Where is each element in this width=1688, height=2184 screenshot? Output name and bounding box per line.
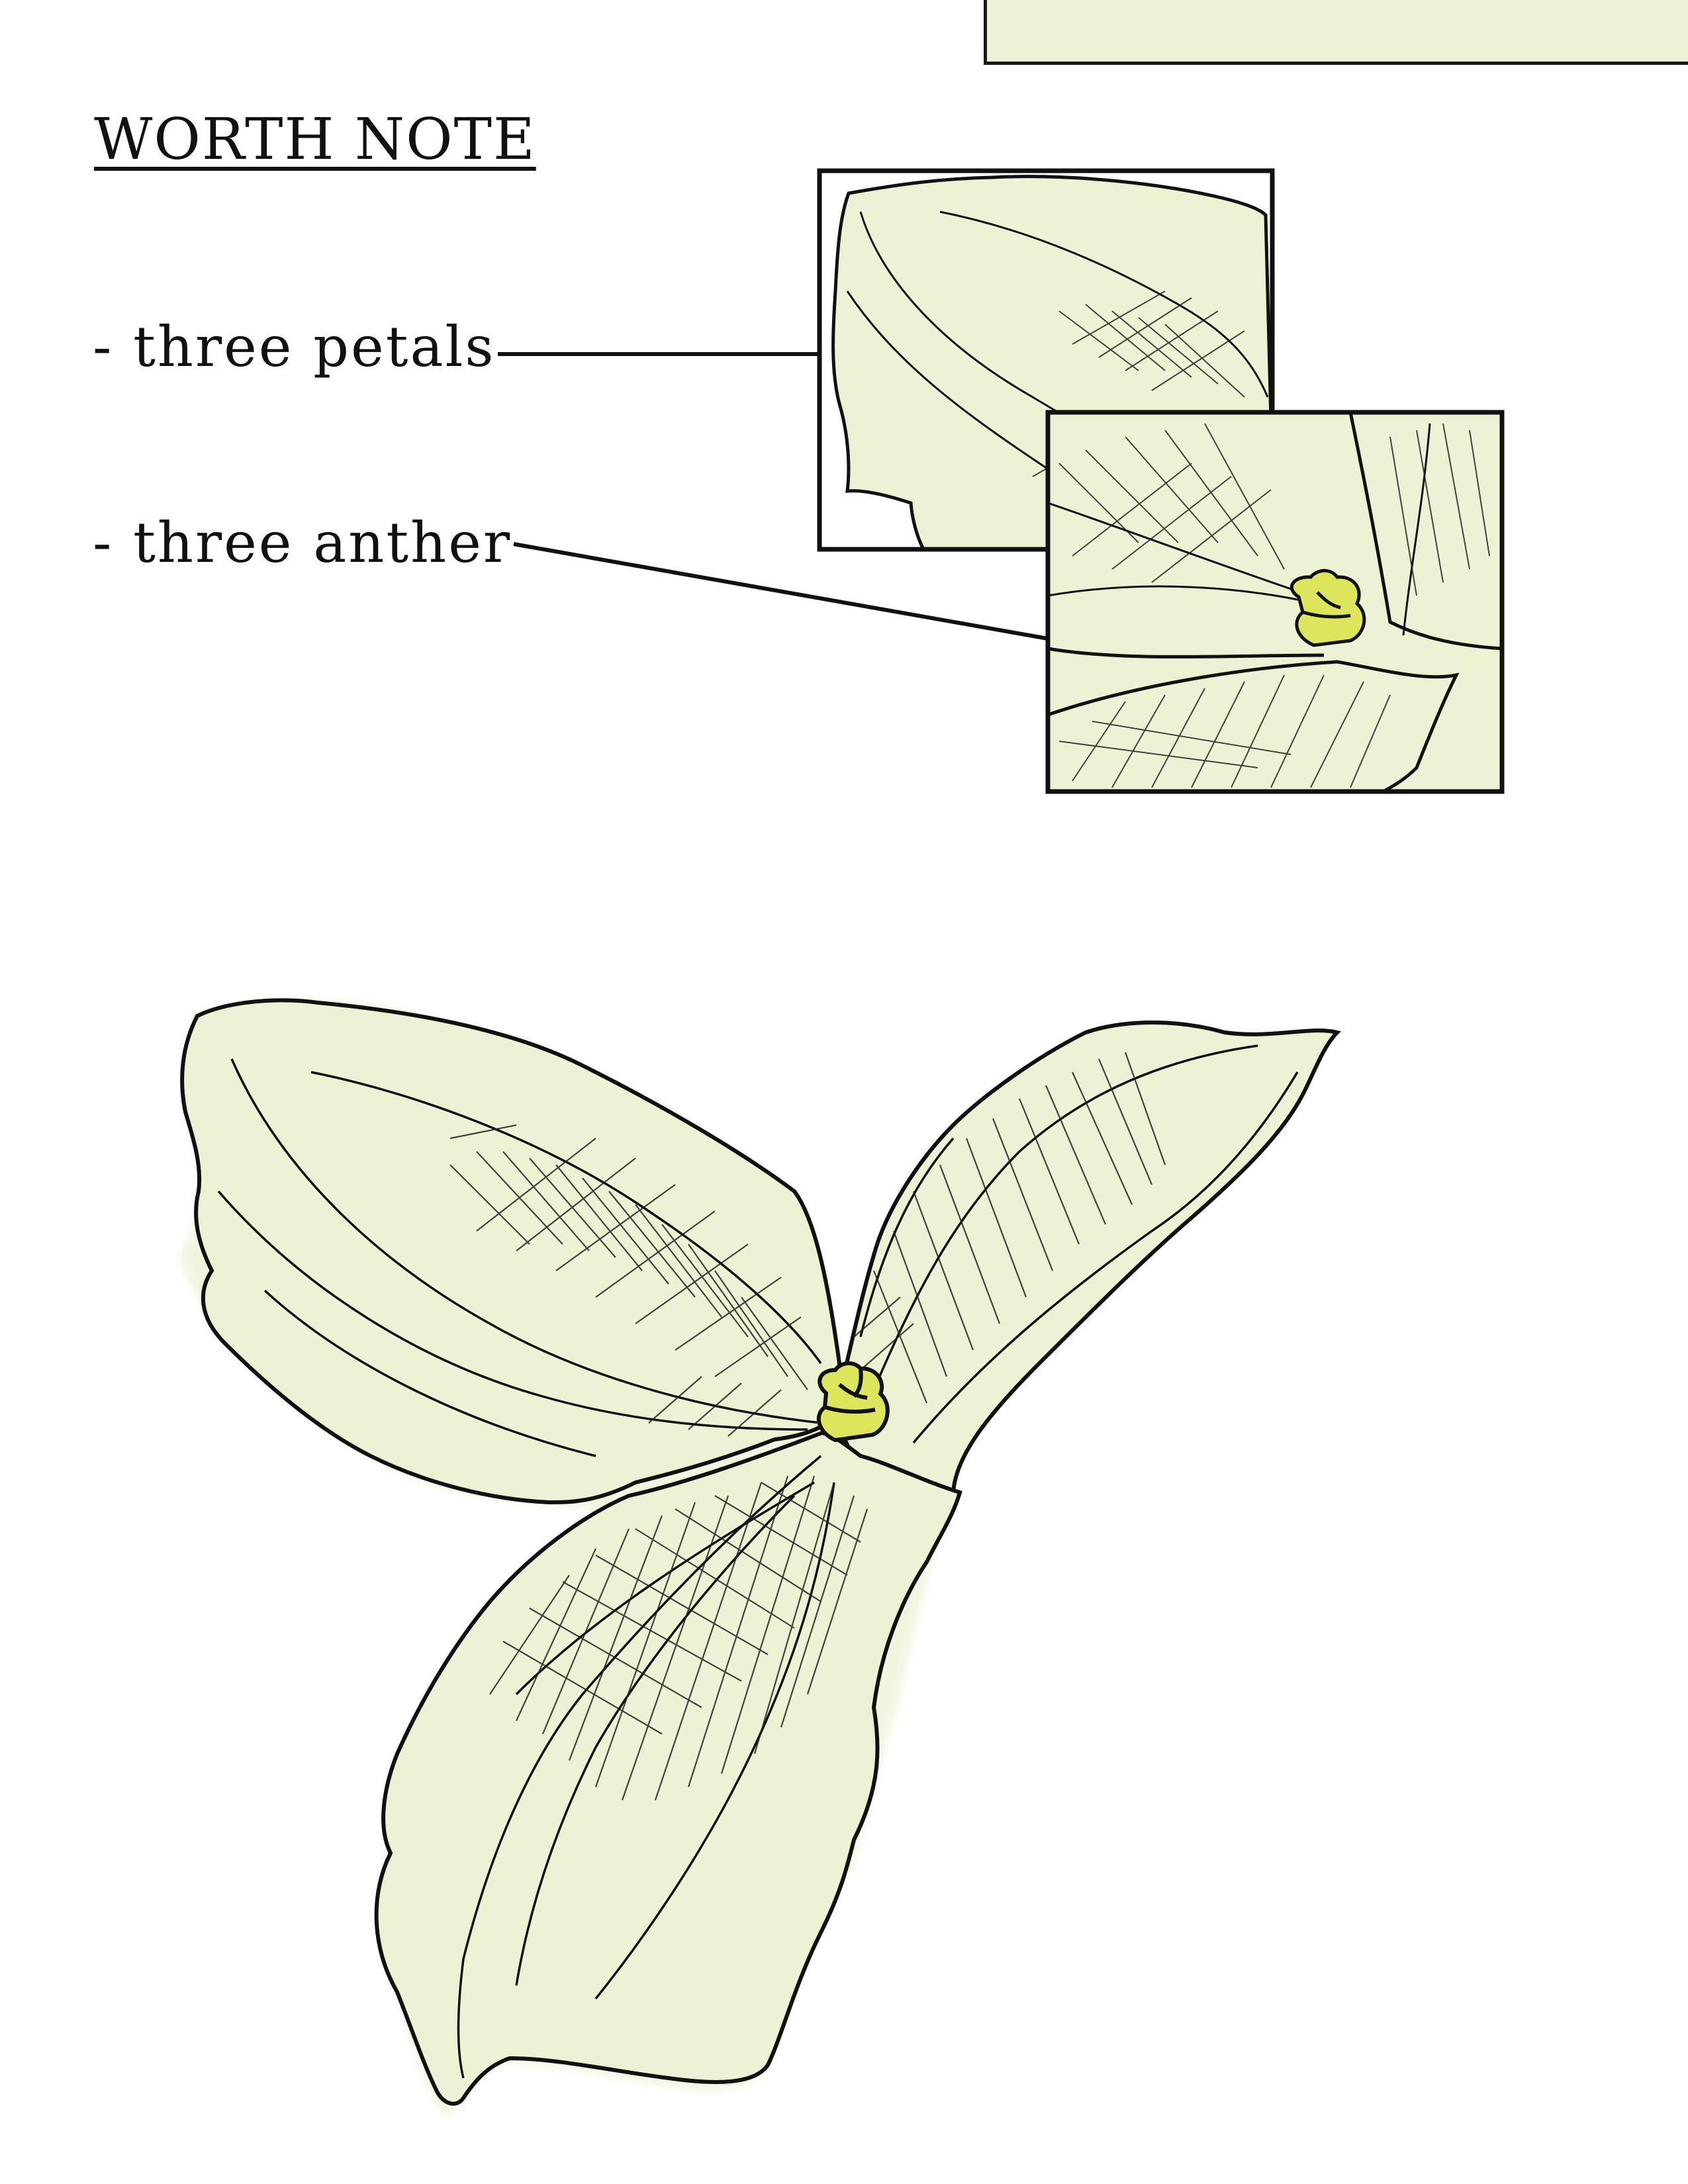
note-three-anther: - three anther [93, 510, 512, 575]
zoom-anther [1289, 569, 1366, 647]
petal-bottom [374, 1430, 962, 2106]
leader-line-anther [513, 542, 1049, 641]
anther-cluster [816, 1361, 890, 1443]
petal-upper-right [833, 1021, 1341, 1500]
anther-zoom-box [1045, 410, 1505, 794]
petal-upper-left [180, 998, 844, 1505]
heading: WORTH NOTE [94, 107, 536, 173]
trillium-flower [179, 998, 1341, 2118]
corner-box [984, 0, 1688, 65]
note-three-petals: - three petals [93, 314, 496, 379]
